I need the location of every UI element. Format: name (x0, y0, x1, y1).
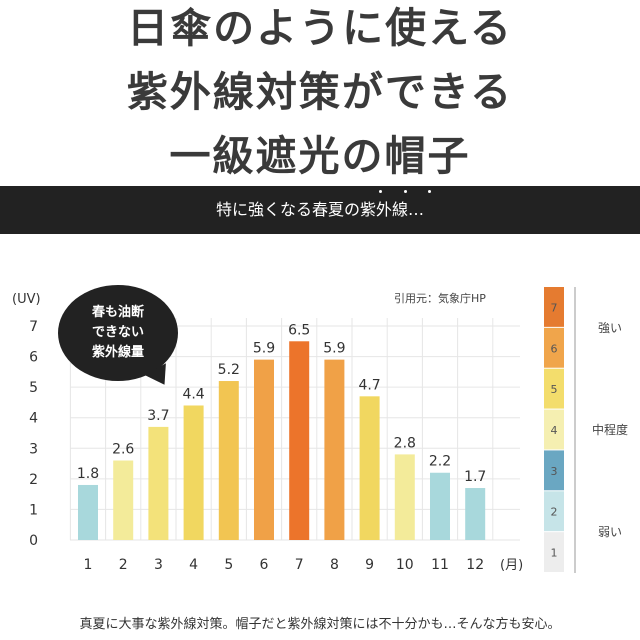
y-tick-label: 4 (29, 411, 38, 427)
x-tick-label: 4 (189, 557, 198, 573)
bar-value-label: 1.7 (464, 469, 486, 485)
x-tick-label: 12 (466, 557, 484, 573)
y-tick-label: 3 (29, 441, 38, 457)
y-tick-label: 6 (29, 350, 38, 366)
bar (359, 396, 380, 540)
source-citation: 引用元：気象庁HP (394, 292, 486, 305)
uv-scale-cell (544, 491, 564, 532)
y-tick-label: 5 (29, 380, 38, 396)
x-tick-label: 6 (260, 557, 269, 573)
x-tick-label: 2 (119, 557, 128, 573)
bar (430, 472, 450, 540)
x-axis-label: (月) (500, 558, 523, 573)
uv-scale-level-label: 5 (551, 383, 558, 396)
uv-chart: 01234567(UV)1.812.623.734.445.255.966.57… (12, 287, 628, 573)
callout-line-3: 紫外線量 (91, 345, 144, 361)
bar (394, 454, 415, 540)
uv-scale-cell (544, 409, 564, 450)
uv-scale-cell (544, 368, 564, 409)
bar (254, 359, 274, 540)
bar-value-label: 4.4 (182, 386, 204, 402)
uv-scale-cell (544, 450, 564, 491)
bar-value-label: 6.5 (288, 322, 310, 338)
uv-scale-level-label: 4 (551, 424, 558, 437)
footer-caption: 真夏に大事な紫外線対策。帽子だと紫外線対策には不十分かも…そんな方も安心。 (79, 617, 561, 632)
x-tick-label: 7 (295, 557, 304, 573)
emphasis-dots (379, 190, 431, 193)
uv-scale-level-label: 2 (551, 506, 558, 519)
bar (324, 359, 345, 540)
bar-value-label: 2.6 (112, 442, 134, 458)
y-tick-label: 7 (29, 319, 38, 335)
headline-line-3: 一級遮光の帽子 (169, 132, 471, 180)
bar (113, 460, 134, 540)
bar (183, 405, 204, 540)
bar-value-label: 3.7 (147, 408, 169, 424)
headline-line-2: 紫外線対策ができる (126, 68, 514, 116)
bar-value-label: 5.2 (218, 362, 240, 378)
bar (218, 381, 239, 540)
y-tick-label: 1 (29, 502, 38, 518)
x-tick-label: 9 (365, 557, 374, 573)
uv-scale-cell (544, 532, 564, 572)
uv-scale-category-label: 弱い (598, 525, 622, 539)
uv-scale-cell (544, 327, 564, 368)
uv-scale-category-label: 中程度 (592, 422, 628, 437)
subheading-banner (0, 186, 640, 234)
headline-line-1: 日傘のように使える (127, 4, 513, 52)
uv-scale-level-label: 7 (551, 301, 558, 314)
uv-scale-level-label: 1 (551, 547, 558, 560)
x-tick-label: 5 (224, 557, 233, 573)
bar (465, 488, 486, 540)
bar-value-label: 5.9 (323, 341, 345, 357)
bar (148, 426, 169, 540)
callout-line-2: できない (91, 324, 144, 340)
bar-value-label: 2.8 (394, 435, 416, 451)
y-tick-label: 2 (29, 472, 38, 488)
uv-scale-cell (544, 287, 564, 327)
bar-value-label: 2.2 (429, 454, 451, 470)
x-tick-label: 11 (431, 557, 449, 573)
bar-value-label: 1.8 (77, 466, 99, 482)
y-axis-label: (UV) (12, 292, 41, 307)
uv-scale-category-label: 強い (598, 321, 622, 335)
uv-scale-level-label: 3 (551, 465, 558, 478)
x-tick-label: 10 (396, 557, 414, 573)
uv-scale-level-label: 6 (551, 342, 558, 355)
x-tick-label: 1 (84, 557, 93, 573)
bar-value-label: 5.9 (253, 341, 275, 357)
x-tick-label: 8 (330, 557, 339, 573)
bar (78, 484, 98, 540)
x-tick-label: 3 (154, 557, 163, 573)
bar (289, 341, 310, 540)
y-tick-label: 0 (29, 533, 38, 549)
callout-bubble: 春も油断 できない 紫外線量 (58, 285, 178, 381)
callout-line-1: 春も油断 (91, 304, 144, 320)
bar-value-label: 4.7 (358, 377, 380, 393)
subheading-text: 特に強くなる春夏の紫外線… (215, 200, 424, 219)
